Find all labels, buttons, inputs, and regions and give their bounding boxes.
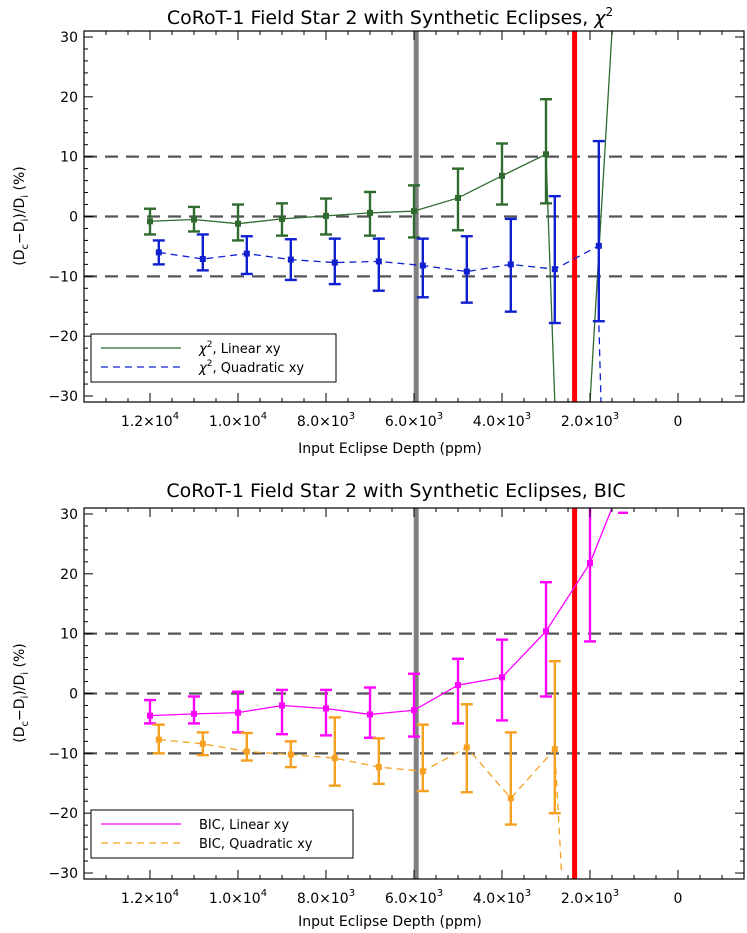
- y-tick-label: 30: [60, 507, 78, 523]
- y-tick-label: 0: [69, 210, 78, 226]
- data-point: [551, 266, 558, 273]
- x-tick-label: 8.0×103: [297, 888, 355, 907]
- data-point: [191, 216, 197, 223]
- data-point: [375, 258, 382, 265]
- data-point: [367, 711, 373, 718]
- x-axis-label-2: Input Eclipse Depth (ppm): [298, 914, 482, 930]
- x-axis-label-1: Input Eclipse Depth (ppm): [298, 441, 482, 457]
- data-point: [331, 259, 338, 266]
- data-point: [551, 746, 558, 753]
- legend-box: [90, 333, 337, 383]
- data-point: [155, 736, 162, 743]
- data-point: [499, 674, 505, 681]
- x-tick-label: 6.0×103: [385, 411, 443, 430]
- svg-text:(Dc−Di)/Di (%): (Dc−Di)/Di (%): [12, 166, 31, 265]
- legend-1: χ2, Linear xy χ2, Quadratic xy: [90, 333, 337, 383]
- x-tick-label: 4.0×103: [473, 888, 531, 907]
- legend-label: χ2, Quadratic xy: [198, 359, 304, 376]
- data-point: [419, 768, 426, 775]
- legend-label: BIC, Linear xy: [199, 818, 289, 833]
- x-tick-label: 1.2×104: [121, 411, 179, 430]
- data-point: [331, 755, 338, 762]
- data-point: [279, 702, 285, 709]
- data-point: [463, 268, 470, 275]
- data-point: [595, 242, 602, 249]
- data-point: [323, 212, 329, 219]
- x-tick-label: 1.2×104: [121, 888, 179, 907]
- series-1-1: [144, 31, 613, 402]
- x-tick-label: 8.0×103: [297, 411, 355, 430]
- data-point: [323, 705, 329, 712]
- svg-text:(Dc−Di)/Di (%): (Dc−Di)/Di (%): [12, 643, 31, 742]
- data-point: [587, 560, 593, 567]
- data-point: [199, 740, 206, 747]
- legend-2: BIC, Linear xy BIC, Quadratic xy: [90, 809, 354, 859]
- x-tick-label: 2.0×103: [561, 411, 619, 430]
- x-tick-label: 1.0×104: [209, 888, 267, 907]
- y-tick-label: −20: [48, 329, 78, 345]
- data-point: [411, 707, 417, 714]
- y-tick-label: 10: [60, 150, 78, 166]
- data-point: [155, 249, 162, 256]
- x-tick-label: 4.0×103: [473, 411, 531, 430]
- chart-panel-1: CoRoT-1 Field Star 2 with Synthetic Ecli…: [12, 5, 745, 457]
- y-tick-label: −30: [48, 866, 78, 882]
- x-tick-label: 1.0×104: [209, 411, 267, 430]
- series-2-2: [152, 659, 563, 871]
- data-point: [191, 710, 197, 717]
- data-point: [287, 256, 294, 263]
- y-tick-label: 20: [60, 90, 78, 106]
- x-tick-label: 0: [674, 414, 683, 430]
- data-point: [199, 255, 206, 262]
- y-tick-label: −10: [48, 746, 78, 762]
- x-tick-label: 0: [674, 891, 683, 907]
- data-point: [147, 218, 153, 225]
- chart-title-2: CoRoT-1 Field Star 2 with Synthetic Ecli…: [166, 480, 625, 502]
- data-point: [419, 262, 426, 269]
- data-point: [507, 261, 514, 268]
- data-point: [235, 220, 241, 227]
- data-point: [287, 751, 294, 758]
- y-axis-label-2: (Dc−Di)/Di (%): [12, 643, 31, 742]
- y-tick-label: −10: [48, 269, 78, 285]
- series-1-2: [152, 139, 605, 402]
- x-tick-label: 6.0×103: [385, 888, 443, 907]
- series-2-1: [144, 508, 628, 739]
- data-point: [279, 215, 285, 222]
- data-point: [499, 172, 505, 179]
- plot-area-2: [84, 508, 744, 879]
- data-point: [243, 250, 250, 257]
- chart-panel-2: CoRoT-1 Field Star 2 with Synthetic Ecli…: [12, 480, 745, 930]
- legend-label: χ2, Linear xy: [198, 340, 281, 357]
- series-line: [149, 508, 613, 717]
- y-tick-label: 30: [60, 30, 78, 46]
- data-point: [411, 208, 417, 215]
- legend-label: BIC, Quadratic xy: [199, 837, 313, 852]
- plot-area-1: [84, 31, 744, 402]
- data-point: [147, 712, 153, 719]
- chart-title-1: CoRoT-1 Field Star 2 with Synthetic Ecli…: [167, 5, 613, 29]
- y-axis-label-1: (Dc−Di)/Di (%): [12, 166, 31, 265]
- data-point: [543, 151, 549, 158]
- y-tick-label: 20: [60, 567, 78, 583]
- data-point: [243, 748, 250, 755]
- data-point: [455, 194, 461, 201]
- y-tick-label: 10: [60, 627, 78, 643]
- data-point: [235, 709, 241, 716]
- data-point: [543, 628, 549, 635]
- data-point: [367, 209, 373, 216]
- data-point: [507, 795, 514, 802]
- data-point: [463, 744, 470, 751]
- y-tick-label: −20: [48, 806, 78, 822]
- data-point: [455, 682, 461, 689]
- y-tick-label: −30: [48, 389, 78, 405]
- data-point: [375, 764, 382, 771]
- x-tick-label: 2.0×103: [561, 888, 619, 907]
- y-tick-label: 0: [69, 687, 78, 703]
- legend-box: [90, 809, 354, 859]
